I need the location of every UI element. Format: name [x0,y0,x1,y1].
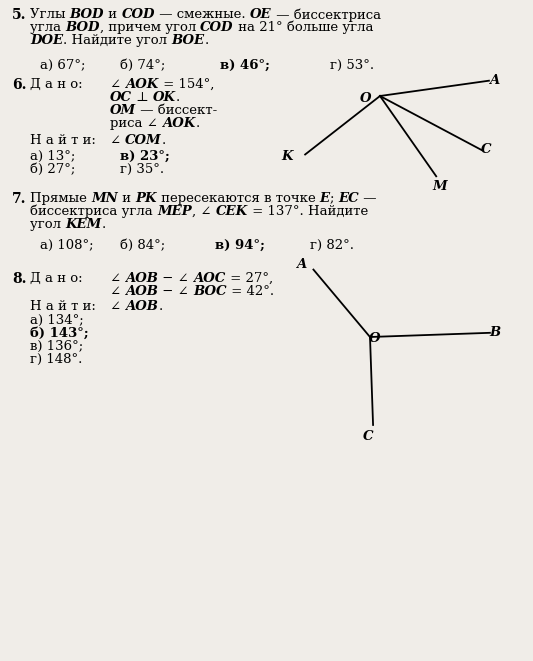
Text: E: E [320,192,330,205]
Text: OE: OE [250,8,271,21]
Text: Н а й т и:: Н а й т и: [30,134,96,147]
Text: —: — [359,192,377,205]
Text: и: и [118,192,135,205]
Text: OK: OK [153,91,176,104]
Text: а) 67°;: а) 67°; [40,59,85,72]
Text: ∠: ∠ [110,134,125,147]
Text: C: C [363,430,373,444]
Text: AOB: AOB [125,285,158,298]
Text: пересекаются в точке: пересекаются в точке [157,192,320,205]
Text: BOC: BOC [193,285,227,298]
Text: в) 46°;: в) 46°; [220,59,270,72]
Text: CEK: CEK [215,205,248,218]
Text: ⊥: ⊥ [132,91,153,104]
Text: 6.: 6. [12,78,27,92]
Text: .: . [162,134,166,147]
Text: BOE: BOE [172,34,205,47]
Text: AOC: AOC [193,272,225,285]
Text: б) 84°;: б) 84°; [120,239,165,252]
Text: а) 13°;: а) 13°; [30,150,75,163]
Text: .: . [101,218,106,231]
Text: MEP: MEP [157,205,192,218]
Text: Н а й т и:: Н а й т и: [30,300,96,313]
Text: A: A [296,258,306,271]
Text: — биссект-: — биссект- [136,104,217,117]
Text: 8.: 8. [12,272,27,286]
Text: в) 23°;: в) 23°; [120,150,170,163]
Text: риса ∠: риса ∠ [110,117,162,130]
Text: EC: EC [338,192,359,205]
Text: б) 27°;: б) 27°; [30,163,75,176]
Text: ;: ; [330,192,338,205]
Text: PK: PK [135,192,157,205]
Text: = 154°,: = 154°, [159,78,214,91]
Text: ∠: ∠ [110,285,125,298]
Text: = 27°,: = 27°, [225,272,273,285]
Text: — биссектриса: — биссектриса [271,8,381,22]
Text: A: A [489,74,499,87]
Text: .: . [205,34,209,47]
Text: г) 148°.: г) 148°. [30,353,83,366]
Text: = 137°. Найдите: = 137°. Найдите [248,205,368,218]
Text: OM: OM [110,104,136,117]
Text: .: . [196,117,200,130]
Text: в) 136°;: в) 136°; [30,340,83,353]
Text: . Найдите угол: . Найдите угол [63,34,172,47]
Text: угол: угол [30,218,65,231]
Text: DOE: DOE [30,34,63,47]
Text: и: и [104,8,122,21]
Text: − ∠: − ∠ [158,285,193,298]
Text: 5.: 5. [12,8,27,22]
Text: AOB: AOB [125,272,158,285]
Text: Углы: Углы [30,8,70,21]
Text: O: O [360,91,372,104]
Text: AOK: AOK [125,78,159,91]
Text: OC: OC [110,91,132,104]
Text: .: . [158,300,163,313]
Text: = 42°.: = 42°. [227,285,274,298]
Text: BOD: BOD [70,8,104,21]
Text: , ∠: , ∠ [192,205,215,218]
Text: на 21° больше угла: на 21° больше угла [234,21,374,34]
Text: — смежные.: — смежные. [155,8,250,21]
Text: COD: COD [122,8,155,21]
Text: KEM: KEM [65,218,101,231]
Text: ∠: ∠ [110,272,125,285]
Text: .: . [176,91,180,104]
Text: C: C [481,143,492,157]
Text: биссектриса угла: биссектриса угла [30,205,157,219]
Text: − ∠: − ∠ [158,272,193,285]
Text: а) 134°;: а) 134°; [30,314,84,327]
Text: г) 35°.: г) 35°. [120,163,164,176]
Text: O: O [369,332,381,346]
Text: AOK: AOK [162,117,196,130]
Text: г) 53°.: г) 53°. [330,59,374,72]
Text: K: K [281,150,293,163]
Text: AOB: AOB [125,300,158,313]
Text: B: B [489,327,500,339]
Text: ∠: ∠ [110,78,125,91]
Text: б) 74°;: б) 74°; [120,59,165,72]
Text: в) 94°;: в) 94°; [215,239,265,252]
Text: Д а н о:: Д а н о: [30,78,83,91]
Text: а) 108°;: а) 108°; [40,239,94,252]
Text: M: M [432,180,447,193]
Text: , причем угол: , причем угол [100,21,200,34]
Text: COD: COD [200,21,234,34]
Text: Д а н о:: Д а н о: [30,272,83,285]
Text: г) 82°.: г) 82°. [310,239,354,252]
Text: COM: COM [125,134,162,147]
Text: 7.: 7. [12,192,27,206]
Text: Прямые: Прямые [30,192,91,205]
Text: ∠: ∠ [110,300,125,313]
Text: MN: MN [91,192,118,205]
Text: BOD: BOD [66,21,100,34]
Text: угла: угла [30,21,66,34]
Text: б) 143°;: б) 143°; [30,327,89,340]
